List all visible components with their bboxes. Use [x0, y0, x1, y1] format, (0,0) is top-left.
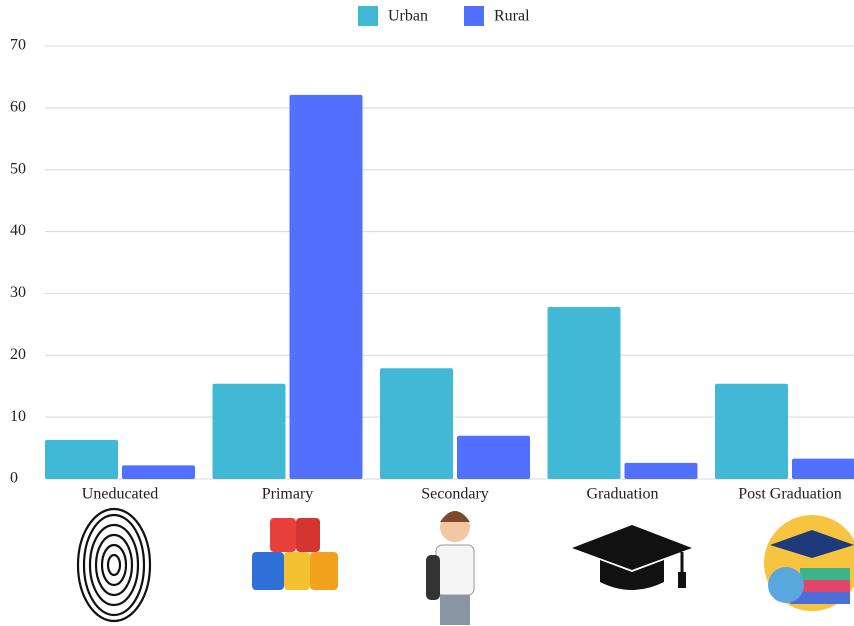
- y-tick-label: 30: [10, 284, 26, 301]
- student-icon: [426, 511, 475, 625]
- legend-label: Rural: [494, 8, 530, 25]
- bar: [792, 458, 854, 479]
- legend-label: Urban: [388, 8, 428, 25]
- bar: [289, 94, 363, 480]
- bar: [380, 368, 453, 479]
- bar: [45, 440, 118, 479]
- plot: 0 10 20 30 40 50 60 70 Uneducated Primary Secondar…: [10, 6, 854, 503]
- bar: [715, 383, 788, 479]
- legend-swatch: [463, 6, 484, 26]
- legend-swatch: [358, 6, 378, 26]
- abc-blocks-icon: [252, 518, 338, 590]
- y-tick-label: 0: [10, 470, 18, 487]
- bar: [547, 307, 621, 479]
- y-tick-label: 70: [10, 37, 26, 54]
- x-tick-label: Uneducated: [82, 486, 158, 503]
- bar: [122, 465, 195, 479]
- books-icon: [764, 515, 854, 611]
- x-tick-label: Secondary: [421, 486, 489, 503]
- icons: [76, 507, 854, 625]
- mortarboard-icon: [572, 525, 692, 590]
- x-tick-label: Post Graduation: [738, 486, 842, 503]
- y-tick-label: 40: [10, 222, 26, 239]
- fingerprint-icon: [76, 507, 152, 623]
- y-tick-label: 50: [10, 160, 26, 177]
- bar: [212, 383, 286, 479]
- x-tick-label: Primary: [262, 486, 314, 503]
- y-tick-label: 20: [10, 346, 26, 363]
- bar: [624, 462, 698, 479]
- bar: [457, 435, 530, 479]
- y-tick-label: 10: [10, 408, 26, 425]
- y-tick-label: 60: [10, 99, 26, 116]
- x-tick-label: Graduation: [587, 486, 659, 503]
